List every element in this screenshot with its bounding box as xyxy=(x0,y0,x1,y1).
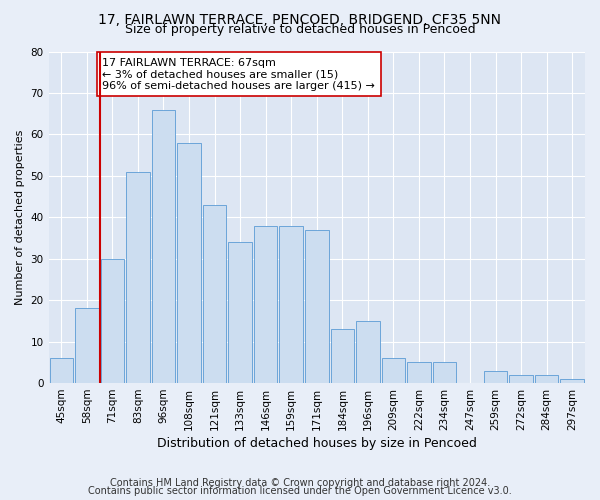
Bar xyxy=(331,329,354,383)
Text: 17, FAIRLAWN TERRACE, PENCOED, BRIDGEND, CF35 5NN: 17, FAIRLAWN TERRACE, PENCOED, BRIDGEND,… xyxy=(98,12,502,26)
Bar xyxy=(50,358,73,383)
Bar xyxy=(254,226,277,383)
Bar xyxy=(484,370,508,383)
Text: Contains public sector information licensed under the Open Government Licence v3: Contains public sector information licen… xyxy=(88,486,512,496)
Text: Contains HM Land Registry data © Crown copyright and database right 2024.: Contains HM Land Registry data © Crown c… xyxy=(110,478,490,488)
Bar xyxy=(75,308,98,383)
Bar xyxy=(509,375,533,383)
Bar xyxy=(535,375,559,383)
Bar xyxy=(152,110,175,383)
Bar xyxy=(229,242,252,383)
Bar xyxy=(407,362,431,383)
Bar xyxy=(126,172,150,383)
Bar xyxy=(305,230,329,383)
Bar xyxy=(177,142,201,383)
Text: Size of property relative to detached houses in Pencoed: Size of property relative to detached ho… xyxy=(125,22,475,36)
Text: 17 FAIRLAWN TERRACE: 67sqm
← 3% of detached houses are smaller (15)
96% of semi-: 17 FAIRLAWN TERRACE: 67sqm ← 3% of detac… xyxy=(102,58,375,91)
X-axis label: Distribution of detached houses by size in Pencoed: Distribution of detached houses by size … xyxy=(157,437,477,450)
Y-axis label: Number of detached properties: Number of detached properties xyxy=(15,130,25,305)
Bar xyxy=(560,379,584,383)
Bar xyxy=(203,205,226,383)
Bar xyxy=(101,258,124,383)
Bar xyxy=(382,358,405,383)
Bar xyxy=(356,321,380,383)
Bar xyxy=(433,362,456,383)
Bar xyxy=(280,226,303,383)
